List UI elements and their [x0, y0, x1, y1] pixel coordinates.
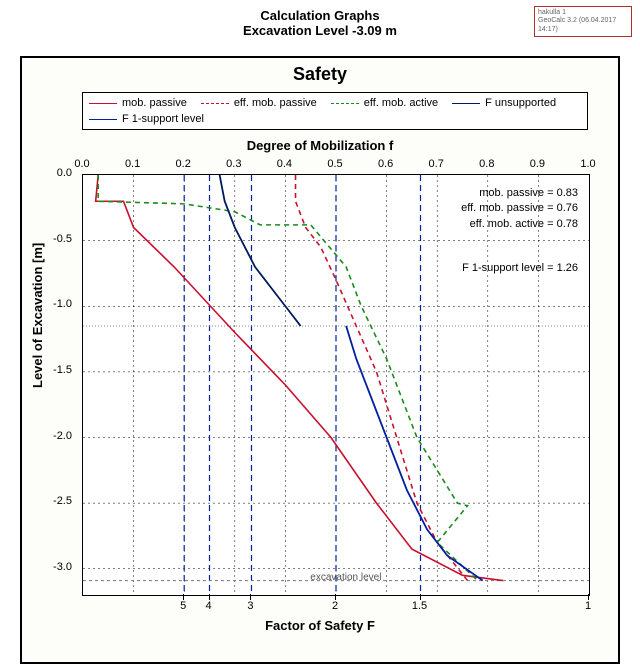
top-tick-label: 0.9	[527, 158, 547, 170]
legend-swatch	[89, 119, 117, 120]
top-tick-label: 0.2	[173, 158, 193, 170]
legend-item: mob. passive	[89, 97, 187, 109]
stamp-line2: GeoCalc 3.2 (06.04.2017 14:17)	[538, 17, 628, 34]
legend-swatch	[331, 103, 359, 104]
top-tick-label: 0.0	[72, 158, 92, 170]
top-tick-label: 1.0	[578, 158, 598, 170]
y-tick-label: 0.0	[57, 167, 72, 179]
top-tick-label: 0.8	[477, 158, 497, 170]
plot-svg	[83, 175, 589, 595]
y-tick-label: -1.0	[53, 298, 72, 310]
top-tick-label: 0.3	[224, 158, 244, 170]
legend-label: F unsupported	[485, 97, 556, 109]
bottom-tick-label: 1	[576, 600, 600, 612]
legend-label: mob. passive	[122, 97, 187, 109]
legend-label: eff. mob. active	[364, 97, 438, 109]
top-tick-label: 0.1	[123, 158, 143, 170]
legend-swatch	[452, 103, 480, 104]
legend-label: F 1-support level	[122, 113, 204, 125]
bottom-tick-label: 1.5	[408, 600, 432, 612]
legend-item: eff. mob. passive	[201, 97, 317, 109]
excavation-label: excavation level	[310, 572, 381, 583]
top-tick-label: 0.5	[325, 158, 345, 170]
chart-frame: Safety mob. passive eff. mob. passive eff.…	[20, 56, 620, 664]
y-tick-label: -2.5	[53, 495, 72, 507]
bottom-tick-label: 4	[197, 600, 221, 612]
info-stamp: hakulla 1 GeoCalc 3.2 (06.04.2017 14:17)	[534, 6, 632, 37]
top-tick-label: 0.6	[376, 158, 396, 170]
stamp-line1: hakulla 1	[538, 9, 628, 17]
top-axis-title: Degree of Mobilization f	[22, 138, 618, 153]
legend-swatch	[89, 103, 117, 104]
annotation: mob. passive = 0.83	[418, 187, 578, 199]
annotation: F 1-support level = 1.26	[418, 262, 578, 274]
y-tick-label: -1.5	[53, 364, 72, 376]
plot-area	[82, 174, 590, 596]
legend-item: eff. mob. active	[331, 97, 438, 109]
bottom-tick-label: 5	[171, 600, 195, 612]
legend: mob. passive eff. mob. passive eff. mob. a…	[82, 92, 588, 130]
legend-item: F unsupported	[452, 97, 556, 109]
bottom-tick-label: 3	[238, 600, 262, 612]
chart-title: Safety	[22, 64, 618, 85]
y-axis-title: Level of Excavation [m]	[30, 243, 45, 388]
annotation: eff. mob. active = 0.78	[418, 218, 578, 230]
page: Calculation Graphs Excavation Level -3.0…	[0, 0, 640, 672]
bottom-axis-title: Factor of Safety F	[22, 618, 618, 633]
legend-swatch	[201, 103, 229, 104]
y-tick-label: -0.5	[53, 233, 72, 245]
legend-item: F 1-support level	[89, 113, 204, 125]
bottom-tick-label: 2	[323, 600, 347, 612]
top-tick-label: 0.4	[274, 158, 294, 170]
legend-label: eff. mob. passive	[234, 97, 317, 109]
annotation: eff. mob. passive = 0.76	[418, 202, 578, 214]
y-tick-label: -3.0	[53, 561, 72, 573]
top-tick-label: 0.7	[426, 158, 446, 170]
y-tick-label: -2.0	[53, 430, 72, 442]
